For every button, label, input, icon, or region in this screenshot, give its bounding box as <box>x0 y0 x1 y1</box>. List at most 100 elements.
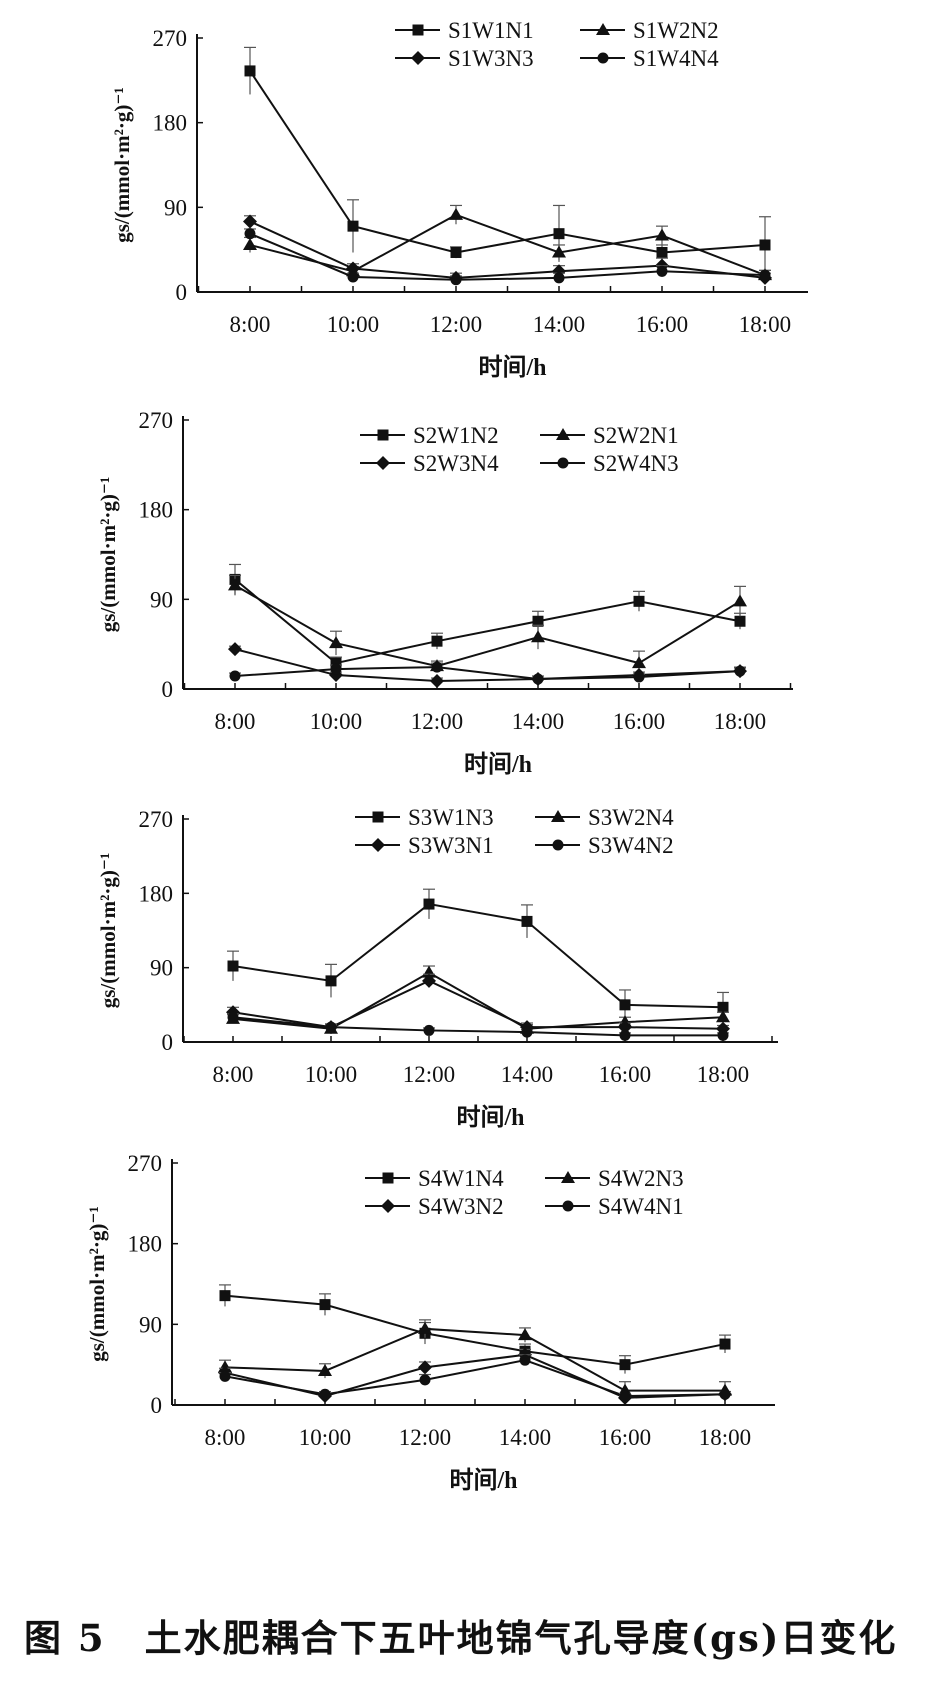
figure-caption: 图 5 土水肥耦合下五叶地锦气孔导度(gs)日变化 <box>24 1616 898 1660</box>
data-point <box>227 1011 239 1023</box>
legend-label: S3W1N3 <box>408 805 494 830</box>
data-point <box>418 1360 432 1375</box>
data-point <box>423 1024 435 1036</box>
data-point <box>243 237 257 250</box>
series-S2W2N1 <box>228 574 747 676</box>
legend-marker <box>377 429 389 441</box>
data-point <box>319 1388 331 1400</box>
x-tick-label: 10:00 <box>310 709 362 734</box>
series-S1W4N4 <box>244 228 771 286</box>
x-tick-label: 8:00 <box>230 312 271 337</box>
legend-marker <box>412 24 424 36</box>
legend-marker <box>596 23 610 35</box>
series-line <box>234 584 741 668</box>
data-point <box>619 1359 631 1371</box>
data-point <box>618 1020 632 1035</box>
x-tick-label: 18:00 <box>699 1425 751 1450</box>
data-point <box>318 1363 332 1376</box>
data-point <box>759 269 771 281</box>
series-line <box>234 578 741 665</box>
legend: S2W1N2 S2W2N1 S2W3N4 S2W4N3 <box>360 423 679 476</box>
x-tick-label: 18:00 <box>697 1062 749 1087</box>
data-point <box>716 1010 730 1023</box>
x-tick-label: 10:00 <box>327 312 379 337</box>
data-point <box>244 228 256 240</box>
data-point <box>532 673 544 685</box>
data-point <box>521 1026 533 1038</box>
data-point <box>553 228 565 240</box>
y-tick-label: 180 <box>139 881 174 906</box>
data-point <box>531 630 545 643</box>
x-axis-label: 时间/h <box>449 1467 517 1494</box>
x-tick-label: 16:00 <box>636 312 688 337</box>
data-point <box>422 973 436 988</box>
legend-label: S1W3N3 <box>448 46 534 71</box>
series-line <box>249 70 766 254</box>
series-line <box>249 220 766 279</box>
series-S4W2N3 <box>218 1319 732 1400</box>
data-point <box>229 670 241 682</box>
y-tick-label: 90 <box>139 1312 162 1337</box>
data-point <box>633 595 645 607</box>
data-point <box>423 898 435 910</box>
y-axis-label: gs/(mmol·m²·g)⁻¹ <box>96 477 120 633</box>
legend: S1W1N1 S1W2N2 S1W3N3 S1W4N4 <box>395 18 719 71</box>
legend-marker <box>382 1172 394 1184</box>
series-line <box>224 1294 726 1366</box>
data-point <box>717 1029 729 1041</box>
chart-panel-1: 0 90 180 270 8:00 10:00 12:00 14:00 16:00 18:00 时间… <box>110 18 808 381</box>
y-tick-label: 0 <box>162 1030 174 1055</box>
legend-marker <box>557 457 569 469</box>
series-S1W1N1 <box>244 46 771 274</box>
data-point <box>518 1328 532 1341</box>
legend-label: S2W1N2 <box>413 423 499 448</box>
series-line <box>232 971 724 1030</box>
series-S2W4N3 <box>229 661 746 685</box>
legend-label: S4W1N4 <box>418 1166 504 1191</box>
x-axis-label: 时间/h <box>456 1104 524 1131</box>
data-point <box>450 274 462 286</box>
y-tick-label: 180 <box>139 498 174 523</box>
data-point <box>219 1370 231 1382</box>
chart-panel-2: 0 90 180 270 8:00 10:00 12:00 14:00 16:00 18:00 时间… <box>96 408 793 778</box>
legend: S3W1N3 S3W2N4 S3W3N1 S3W4N2 <box>355 805 674 858</box>
data-point <box>449 207 463 220</box>
data-point <box>552 245 566 258</box>
data-point <box>734 665 746 677</box>
data-point <box>717 1001 729 1013</box>
x-tick-label: 8:00 <box>205 1425 246 1450</box>
legend-marker <box>376 456 390 470</box>
data-point <box>325 1021 337 1033</box>
data-point <box>325 975 337 987</box>
x-tick-label: 14:00 <box>512 709 564 734</box>
y-tick-label: 0 <box>151 1393 163 1418</box>
data-point <box>329 636 343 649</box>
data-point <box>656 246 668 258</box>
x-tick-label: 16:00 <box>599 1425 651 1450</box>
data-point <box>330 657 342 669</box>
y-tick-label: 180 <box>153 111 188 136</box>
x-tick-label: 10:00 <box>305 1062 357 1087</box>
data-point <box>228 642 242 657</box>
data-point <box>519 1354 531 1366</box>
legend-label: S2W3N4 <box>413 451 499 476</box>
y-tick-label: 270 <box>153 26 188 51</box>
data-point <box>633 671 645 683</box>
series-S2W1N2 <box>229 563 746 670</box>
legend-marker <box>597 52 609 64</box>
data-point <box>330 663 342 675</box>
data-point <box>243 214 257 229</box>
y-tick-label: 270 <box>128 1151 163 1176</box>
x-tick-label: 10:00 <box>299 1425 351 1450</box>
legend-marker <box>411 51 425 65</box>
data-point <box>632 656 646 669</box>
y-tick-label: 0 <box>176 280 188 305</box>
x-tick-label: 14:00 <box>499 1425 551 1450</box>
y-axis-label: gs/(mmol·m²·g)⁻¹ <box>96 853 120 1009</box>
y-tick-label: 90 <box>150 956 173 981</box>
data-point <box>734 615 746 627</box>
legend-marker <box>552 839 564 851</box>
y-tick-label: 180 <box>128 1232 163 1257</box>
chart-panel-3: 0 90 180 270 8:00 10:00 12:00 14:00 16:00 18:00 时间… <box>96 805 778 1131</box>
